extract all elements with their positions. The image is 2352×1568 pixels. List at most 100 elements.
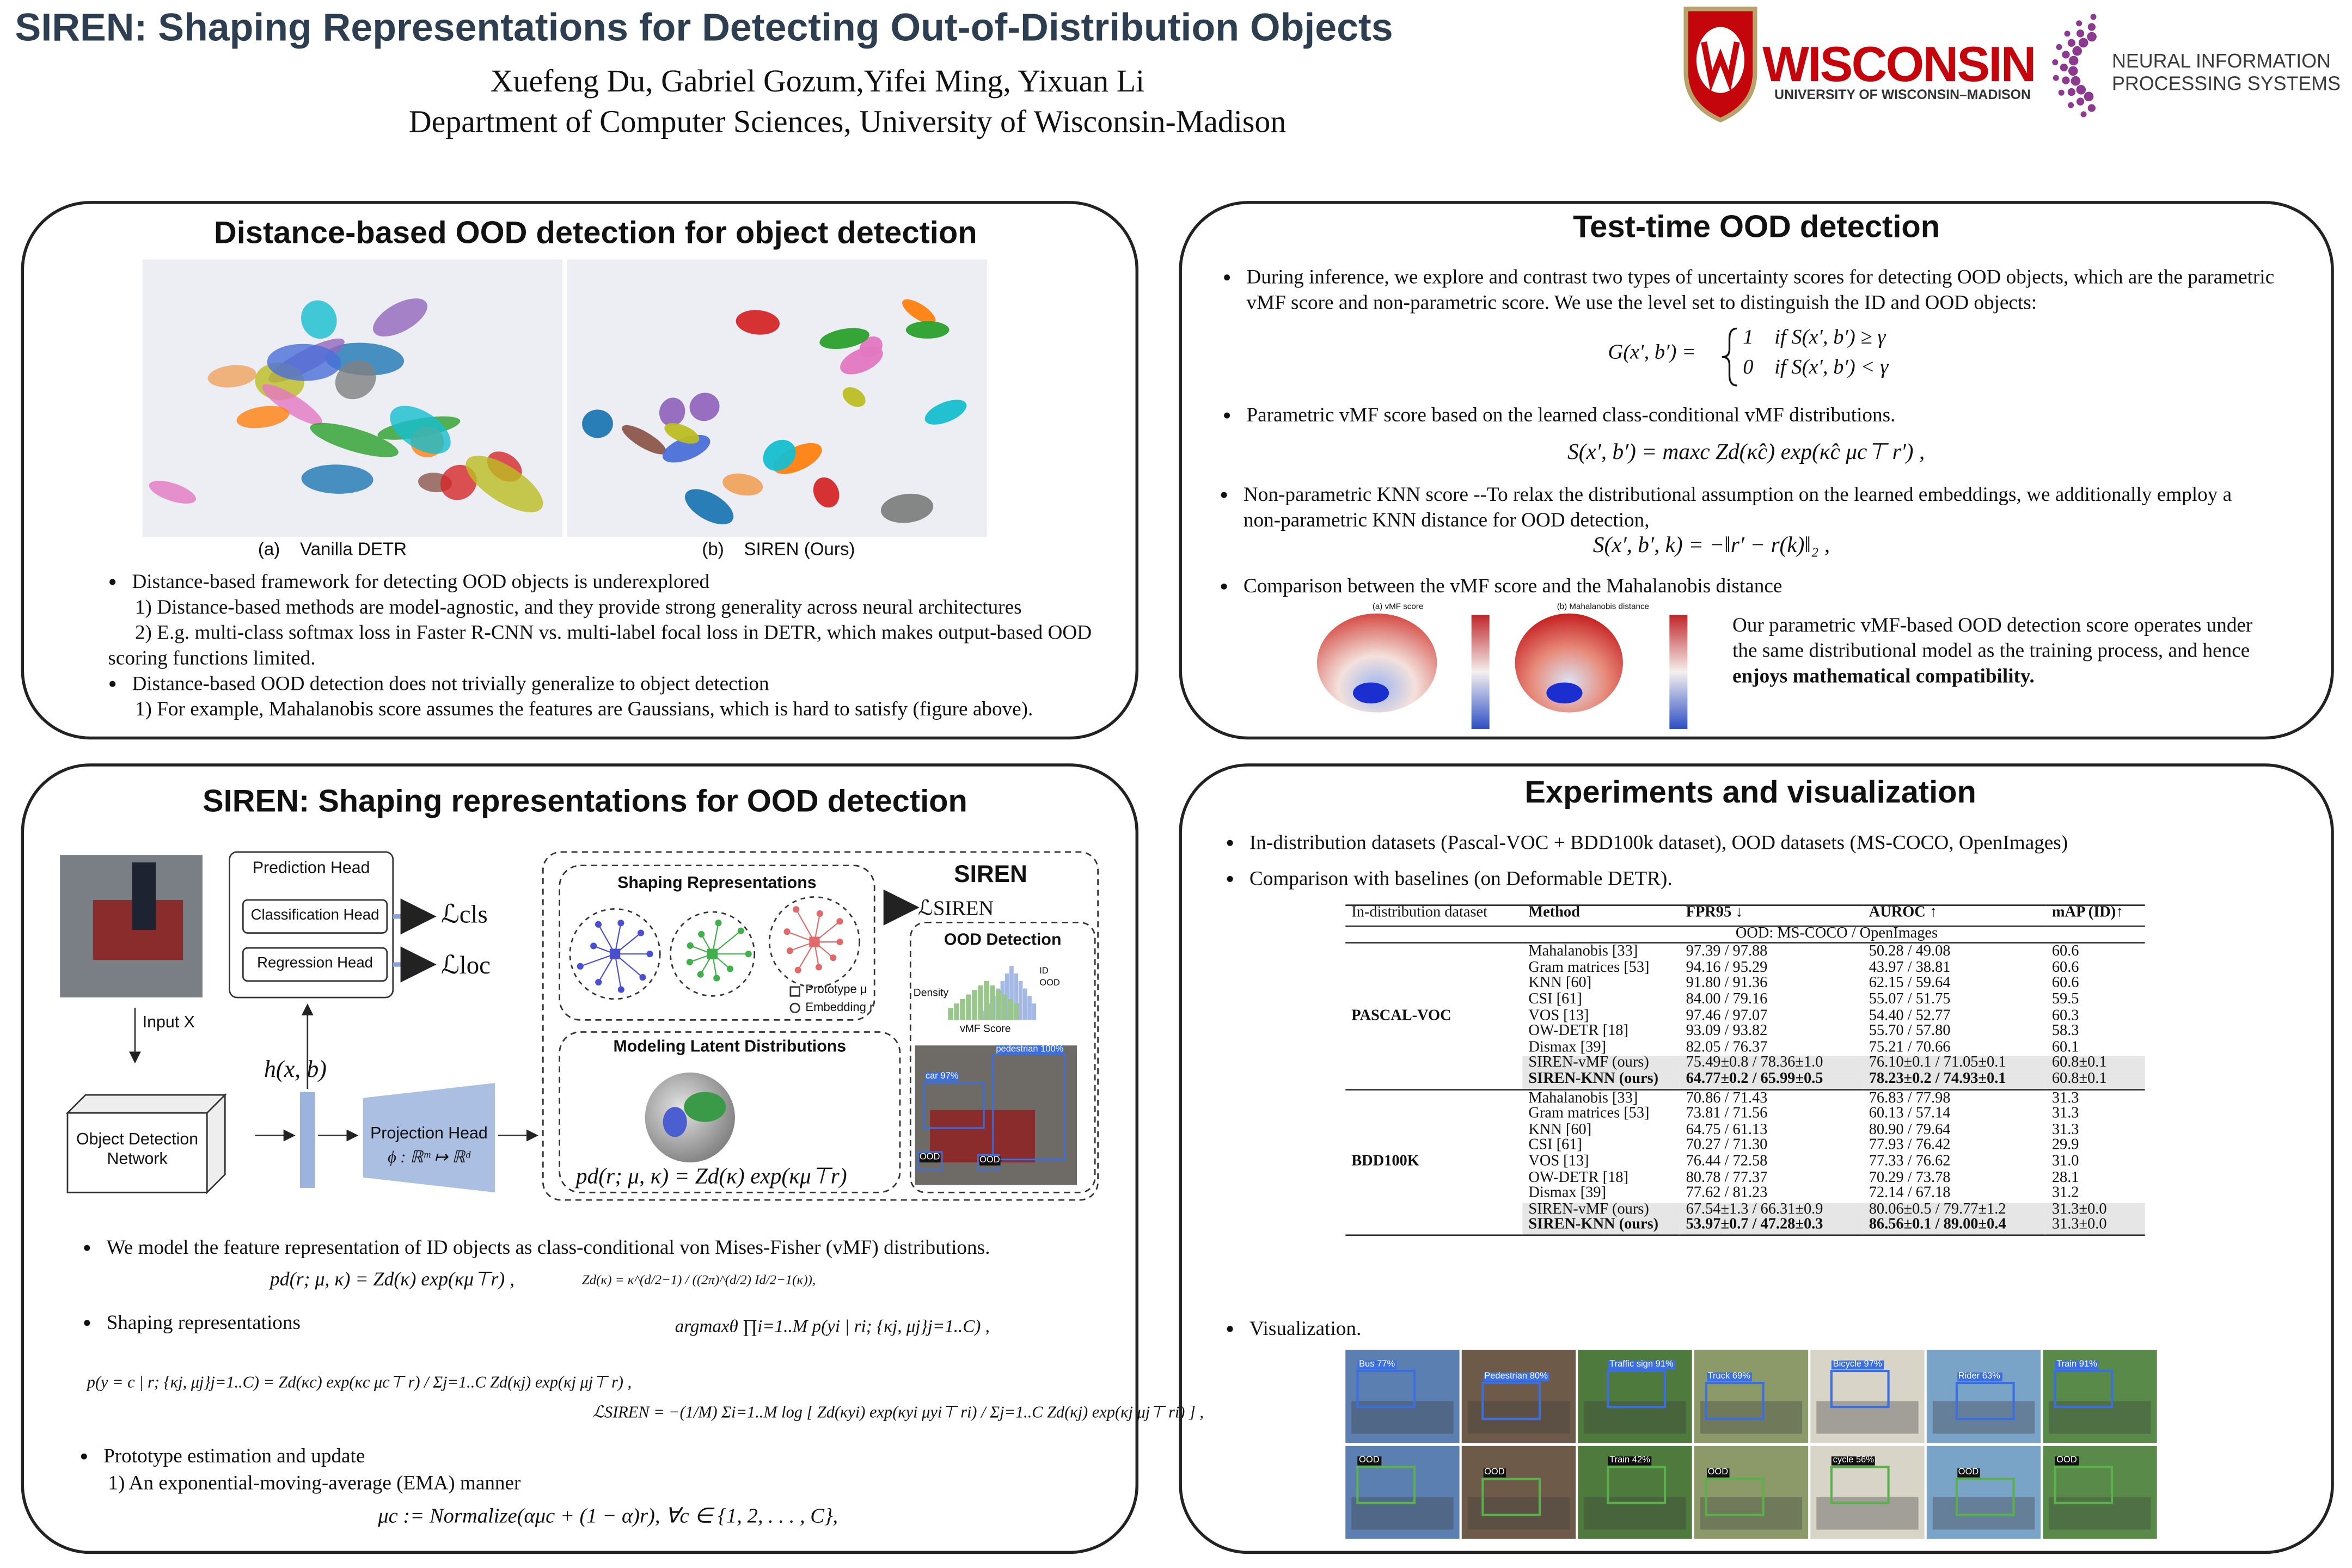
table-cell: OW-DETR [18]	[1528, 1023, 1628, 1040]
hist-bar	[978, 985, 983, 1020]
detection-label: Bus 77%	[1357, 1360, 1396, 1370]
header-row: In-distribution dataset Method FPR95 ↓ AURO…	[1345, 905, 2145, 926]
table-cell: 93.09 / 93.82	[1686, 1023, 1768, 1040]
embedding	[715, 920, 722, 927]
logo-dot	[2084, 91, 2094, 102]
table-row: SIREN-KNN (ours) 64.77±0.2 / 65.99±0.5 78.…	[1345, 1071, 2145, 1089]
logo-dot	[2067, 88, 2075, 96]
logo-dot	[2067, 39, 2075, 47]
detection-label: OOD	[979, 1156, 1000, 1166]
figure-caption: (a) vMF score	[1372, 603, 1424, 612]
column-header: Method	[1528, 904, 1580, 921]
logo-dot	[2062, 51, 2070, 59]
detection-label: OOD	[1357, 1456, 1381, 1466]
bullet: Shaping representations	[107, 1309, 557, 1335]
legend-label: OOD	[1039, 979, 1060, 989]
logo-dot	[2087, 23, 2096, 31]
embedding	[737, 927, 744, 934]
cluster	[685, 489, 734, 525]
hist-bar	[960, 999, 965, 1020]
detection-box	[2054, 1370, 2114, 1408]
table-row: OW-DETR [18] 93.09 / 93.82 55.70 / 57.80 58…	[1345, 1023, 2145, 1040]
table-cell: Mahalanobis [33]	[1522, 1088, 1680, 1107]
table-cell: 80.06±0.5 / 79.77±1.2	[1863, 1202, 2046, 1218]
embedding	[830, 954, 837, 961]
logo-dot	[2052, 59, 2059, 65]
detection-label: Pedestrian 80%	[1483, 1372, 1549, 1382]
spacer	[1345, 926, 1522, 943]
table-cell: Mahalanobis [33]	[1522, 942, 1680, 961]
bullet-list: Prototype estimation and update	[79, 1443, 703, 1468]
cluster	[267, 344, 341, 381]
table-cell: 67.54±1.3 / 66.31±0.9	[1680, 1202, 1863, 1218]
sub-bullet: 1) For example, Mahalanobis score assume…	[134, 697, 1033, 720]
panel-frame	[21, 201, 1139, 740]
table-cell: 43.97 / 38.81	[1869, 959, 1951, 976]
table-cell: 31.3±0.0	[2045, 1202, 2145, 1218]
table-cell: 28.1	[2051, 1169, 2079, 1186]
diagram-label: OOD Detection	[944, 931, 1062, 950]
cluster	[582, 409, 613, 438]
logo-dot	[2060, 63, 2068, 72]
table-row: PASCAL-VOC Mahalanobis [33] 97.39 / 97.88 5…	[1345, 942, 2145, 1089]
cluster	[902, 299, 936, 324]
detection-box	[1607, 1466, 1667, 1504]
table-row: BDD100K Mahalanobis [33] 70.86 / 71.43 76.8…	[1345, 1088, 2145, 1235]
table-cell: 55.70 / 57.80	[1869, 1023, 1951, 1040]
legend-label: ID	[1039, 967, 1049, 977]
figure-text: Our parametric vMF-based OOD detection s…	[1732, 612, 2273, 689]
table-cell: 80.90 / 79.64	[1869, 1121, 1951, 1138]
hist-bar	[1027, 996, 1032, 1020]
equation: p(y = c | r; {κj, μj}j=1..C) = Zd(κc) ex…	[87, 1374, 632, 1392]
equation: 1 if S(x′, b′) ≥ γ	[1743, 327, 1886, 350]
hist-bar	[1009, 966, 1014, 1020]
table-cell: 60.13 / 57.14	[1869, 1105, 1951, 1123]
figure-caption: (b) Mahalanobis distance	[1557, 603, 1649, 612]
table-cell: 60.8±0.1	[2045, 1056, 2145, 1073]
photo	[1694, 1445, 1809, 1539]
embedding	[816, 910, 823, 917]
table-cell: 70.27 / 71.30	[1686, 1137, 1768, 1154]
detection-box	[1955, 1478, 2015, 1516]
wisconsin-crest	[1683, 7, 1757, 122]
bullet: Distance-based OOD detection does not tr…	[132, 670, 1120, 696]
table-cell: 77.62 / 81.23	[1686, 1185, 1768, 1202]
detection-label: OOD	[1706, 1468, 1730, 1478]
detection-box	[1705, 1478, 1765, 1516]
table-row: CSI [61] 70.27 / 71.30 77.93 / 76.42 29.9	[1345, 1137, 2145, 1155]
cluster	[842, 387, 866, 407]
detection-box	[1705, 1382, 1765, 1420]
hist-bar	[996, 990, 1001, 1020]
hist-bar	[1022, 988, 1027, 1020]
group-label: BDD100K	[1345, 1088, 1523, 1235]
detection-label: pedestrian 100%	[996, 1045, 1064, 1055]
scatter-image	[567, 259, 987, 537]
embedding	[686, 958, 693, 966]
subheader-row: OOD: MS-COCO / OpenImages	[1345, 926, 2145, 943]
bullet-list: Comparison between the vMF score and the…	[1220, 573, 2263, 598]
logo-subtext: UNIVERSITY OF WISCONSIN–MADISON	[1774, 87, 2031, 102]
equation: pd(r; μ, κ) = Zd(κ) exp(κμ⊤r) ,	[270, 1267, 515, 1290]
embedding	[815, 964, 822, 971]
detection-label: OOD	[2055, 1456, 2079, 1466]
table-row: Gram matrices [53] 73.81 / 71.56 60.13 / 5…	[1345, 1105, 2145, 1123]
neurips-logo	[2052, 14, 2097, 118]
bullet: Distance-based framework for detecting O…	[132, 568, 1120, 594]
cluster	[440, 464, 477, 500]
detection-label: cycle 56%	[1831, 1456, 1876, 1466]
diagram-label: Shaping Representations	[617, 874, 817, 893]
subheader: OOD: MS-COCO / OpenImages	[1735, 924, 1938, 942]
table-cell: CSI [61]	[1528, 991, 1582, 1008]
panel-frame	[21, 763, 1139, 1554]
emphasis: enjoys mathematical compatibility.	[1732, 664, 2035, 687]
table-cell: 60.1	[2051, 1039, 2079, 1056]
bullet-list: Distance-based framework for detecting O…	[108, 568, 1120, 594]
panel-title: Test-time OOD detection	[1573, 210, 1940, 245]
prototype	[809, 936, 820, 947]
logo-dot	[2068, 66, 2078, 76]
embedding	[590, 942, 597, 950]
embedding	[836, 918, 843, 925]
detection-label: Train 42%	[1608, 1456, 1652, 1466]
